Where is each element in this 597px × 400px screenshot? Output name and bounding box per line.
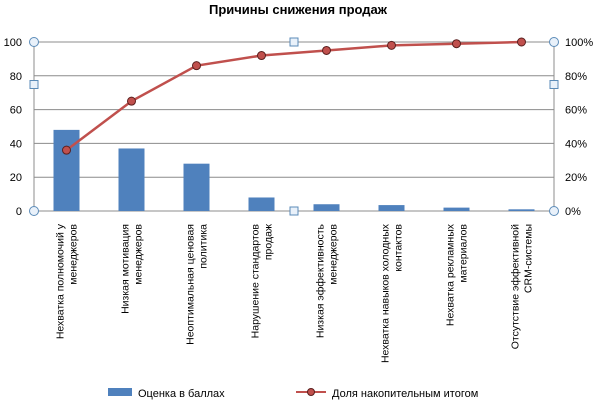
category-label: Низкая мотивацияменеджеров <box>120 224 145 314</box>
legend-line-label: Доля накопительным итогом <box>332 388 478 400</box>
right-axis: 0% 20% 40% 60% 80% 100% <box>565 37 593 218</box>
line-point <box>192 61 201 71</box>
right-tick-label: 100% <box>565 37 593 49</box>
left-tick-label: 60 <box>10 105 22 117</box>
line-point <box>62 145 71 155</box>
category-label: Неоптимальная ценоваяполитика <box>185 224 210 345</box>
left-axis: 0 20 40 60 80 100 <box>4 37 22 218</box>
right-tick-label: 20% <box>565 172 587 184</box>
line-point <box>387 40 396 50</box>
right-tick-label: 40% <box>565 138 587 150</box>
gridlines <box>33 41 555 212</box>
line-point <box>257 51 266 61</box>
bar <box>248 197 275 211</box>
right-tick-label: 80% <box>565 71 587 83</box>
side-handle[interactable] <box>289 37 299 47</box>
line-point <box>127 96 136 106</box>
legend: Оценка в баллах Доля накопительным итого… <box>108 388 478 400</box>
right-tick-label: 0% <box>565 206 581 218</box>
corner-handle[interactable] <box>549 206 559 216</box>
category-label: Нарушение стандартовпродаж <box>250 224 275 339</box>
left-tick-label: 20 <box>10 172 22 184</box>
category-label: Низкая эффективностьменеджеров <box>315 223 340 338</box>
corner-handle[interactable] <box>549 37 559 47</box>
selection-handles[interactable] <box>29 37 559 216</box>
left-tick-label: 0 <box>16 206 22 218</box>
side-handle[interactable] <box>289 206 299 216</box>
category-label: Нехватка рекламныхматериалов <box>445 223 470 326</box>
left-tick-label: 100 <box>4 37 22 49</box>
bar <box>443 207 470 211</box>
category-label: Отсутствие эффективнойCRM-системы <box>510 224 535 349</box>
line-point <box>517 37 526 47</box>
bar <box>508 209 535 211</box>
line-series <box>62 37 526 155</box>
category-label: Нехватка полномочий уменеджеров <box>55 223 80 339</box>
side-handle[interactable] <box>29 80 39 89</box>
category-label: Нехватка навыков холодныхконтактов <box>380 223 405 363</box>
left-tick-label: 80 <box>10 71 22 83</box>
bar-series <box>53 129 535 211</box>
line-point <box>452 39 461 49</box>
line-point <box>322 45 331 55</box>
cumulative-line <box>65 40 522 152</box>
side-handle[interactable] <box>549 80 559 89</box>
corner-handle[interactable] <box>29 37 39 47</box>
legend-line-marker <box>307 388 315 396</box>
bar <box>313 204 340 211</box>
right-tick-label: 60% <box>565 105 587 117</box>
category-labels: Нехватка полномочий уменеджеров Низкая мо… <box>55 223 535 363</box>
bar <box>183 163 210 211</box>
legend-bar-swatch <box>108 388 132 396</box>
bar <box>118 148 145 211</box>
legend-bar-label: Оценка в баллах <box>138 388 225 400</box>
left-tick-label: 40 <box>10 138 22 150</box>
bar <box>378 205 405 211</box>
corner-handle[interactable] <box>29 206 39 216</box>
chart-title: Причины снижения продаж <box>209 2 388 17</box>
